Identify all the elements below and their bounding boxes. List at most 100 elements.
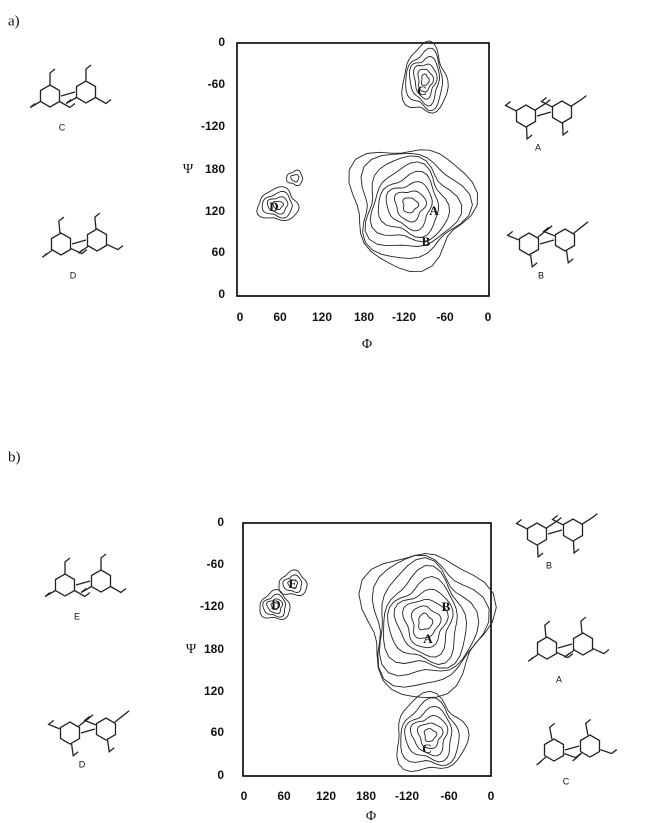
molecule-bond	[65, 558, 70, 574]
molecule-bond	[550, 723, 555, 739]
x-tick-label: 180	[354, 310, 374, 324]
molecule-bond	[76, 581, 90, 585]
molecule-bond	[59, 217, 64, 233]
x-tick-label: -120	[392, 310, 416, 324]
molecule-bond	[95, 213, 100, 229]
molecule-ring	[92, 570, 111, 592]
y-tick-label: 0	[217, 515, 224, 529]
structure-label: D	[79, 759, 86, 769]
x-tick-label: 120	[316, 789, 336, 803]
structure-label: B	[538, 270, 544, 280]
molecule-ring	[520, 233, 539, 255]
y-tick-label: -120	[200, 599, 224, 613]
molecule-bond	[574, 541, 580, 553]
y-tick-label: 180	[204, 642, 224, 656]
molecule-bond	[72, 744, 79, 756]
molecule-ring	[545, 739, 564, 761]
molecule-ring	[77, 81, 96, 103]
molecule-bond	[45, 591, 55, 597]
x-tick-label: -60	[436, 310, 454, 324]
molecule-bond	[111, 587, 126, 593]
y-tick-label: -120	[201, 119, 225, 133]
molecule-bond	[86, 65, 91, 81]
plot-frame	[243, 523, 491, 776]
x-tick-label: -120	[395, 789, 419, 803]
panel-label: b)	[8, 449, 21, 465]
molecule-bond	[66, 98, 76, 104]
contour-line	[384, 566, 467, 668]
structure-label: D	[70, 270, 77, 280]
molecule-ring	[61, 722, 80, 744]
molecule-bond	[49, 720, 60, 728]
y-axis-title: Ψ	[183, 162, 194, 177]
x-tick-label: -60	[440, 789, 458, 803]
molecule-bond	[593, 649, 609, 654]
contour-line	[402, 41, 449, 113]
molecule-ring	[556, 229, 575, 251]
molecule-ring	[581, 735, 600, 757]
contour-line	[403, 198, 419, 213]
y-tick-label: 120	[205, 204, 225, 218]
x-tick-label: 0	[485, 310, 492, 324]
molecule-bond	[558, 644, 572, 648]
figure: a) b) Φ Ψ Φ Ψ 060120180-120-6000-60-1201…	[0, 0, 647, 823]
molecule-bond	[108, 740, 115, 752]
molecule-ring	[52, 233, 71, 255]
molecule-bond	[548, 530, 562, 534]
molecule-bond	[571, 96, 586, 106]
x-tick-label: 0	[241, 789, 248, 803]
x-tick-label: 60	[277, 789, 291, 803]
molecule-ring	[574, 633, 593, 655]
x-tick-label: 60	[273, 310, 287, 324]
molecule-bond	[96, 98, 111, 104]
y-tick-label: 120	[204, 684, 224, 698]
molecule-bond	[115, 711, 129, 722]
structure-label: E	[74, 611, 80, 621]
molecule-ring	[553, 101, 572, 123]
molecule-bond	[81, 587, 91, 593]
structure-label: C	[563, 776, 570, 786]
region-label: A	[423, 631, 433, 646]
molecule-bond	[600, 750, 616, 754]
molecule-bond	[574, 222, 588, 233]
molecule-ring	[56, 574, 75, 596]
molecule-ring	[88, 229, 107, 251]
x-tick-label: 0	[237, 310, 244, 324]
molecule-bond	[586, 719, 591, 735]
contour-line	[372, 555, 489, 687]
structure-label: B	[546, 560, 552, 570]
structure-label: A	[556, 674, 562, 684]
molecule-bond	[545, 621, 550, 637]
y-axis-title: Ψ	[186, 642, 197, 657]
molecule-ring	[538, 637, 557, 659]
molecule-bond	[42, 250, 52, 257]
structure-label: A	[535, 142, 541, 152]
molecule-bond	[72, 240, 86, 244]
molecule-bond	[540, 240, 554, 244]
y-tick-label: 180	[205, 162, 225, 176]
molecule-ring	[97, 718, 116, 740]
contour-line	[361, 153, 472, 258]
molecule-bond	[538, 545, 544, 557]
molecule-ring	[41, 85, 60, 107]
molecule-bond	[581, 617, 586, 633]
contour-line	[424, 729, 437, 742]
molecule-bond	[508, 231, 519, 239]
molecule-bond	[30, 102, 40, 108]
contour-line	[287, 170, 303, 186]
molecule-bond	[517, 519, 528, 529]
y-tick-label: -60	[207, 557, 225, 571]
molecule-bond	[582, 514, 597, 524]
x-axis-title: Φ	[362, 337, 372, 352]
y-tick-label: 0	[218, 35, 225, 49]
molecule-ring	[564, 519, 583, 541]
molecule-bond	[506, 101, 517, 111]
molecule-bond	[50, 69, 55, 85]
molecule-bond	[61, 92, 75, 96]
structure-label: C	[59, 122, 66, 132]
molecule-bond	[528, 654, 538, 661]
contour-line	[291, 174, 299, 182]
molecule-bond	[567, 251, 574, 263]
molecule-bond	[101, 554, 106, 570]
x-tick-label: 0	[488, 789, 495, 803]
